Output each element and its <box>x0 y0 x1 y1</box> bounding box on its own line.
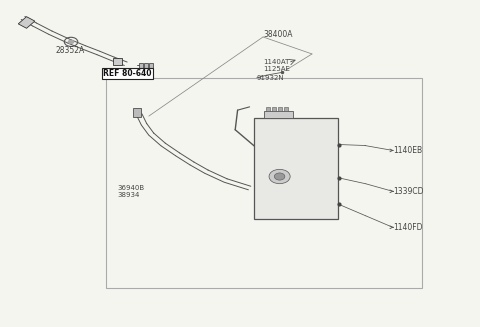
Text: 1140FD: 1140FD <box>394 223 423 232</box>
Bar <box>254 118 338 219</box>
Circle shape <box>68 40 74 44</box>
Bar <box>139 63 143 68</box>
Text: 1125AE: 1125AE <box>263 66 290 72</box>
Text: 36940B: 36940B <box>118 185 145 191</box>
Text: REF 80-640: REF 80-640 <box>103 69 152 78</box>
Bar <box>106 78 422 288</box>
Bar <box>149 63 153 68</box>
Bar <box>18 17 35 28</box>
Text: 1140AT: 1140AT <box>263 59 289 65</box>
Text: 28352A: 28352A <box>55 46 84 55</box>
Bar <box>266 107 270 111</box>
Circle shape <box>269 169 290 184</box>
Bar <box>144 63 148 68</box>
Text: 38400A: 38400A <box>263 30 292 39</box>
Text: 38934: 38934 <box>118 192 140 198</box>
Text: 1339CD: 1339CD <box>394 187 424 196</box>
Bar <box>113 58 122 65</box>
Text: 1140EB: 1140EB <box>394 146 423 155</box>
Bar <box>264 111 293 118</box>
Bar <box>133 108 141 117</box>
Bar <box>284 107 288 111</box>
Bar <box>272 107 276 111</box>
Bar <box>278 107 282 111</box>
Text: 91932N: 91932N <box>257 75 285 81</box>
Circle shape <box>275 173 285 180</box>
